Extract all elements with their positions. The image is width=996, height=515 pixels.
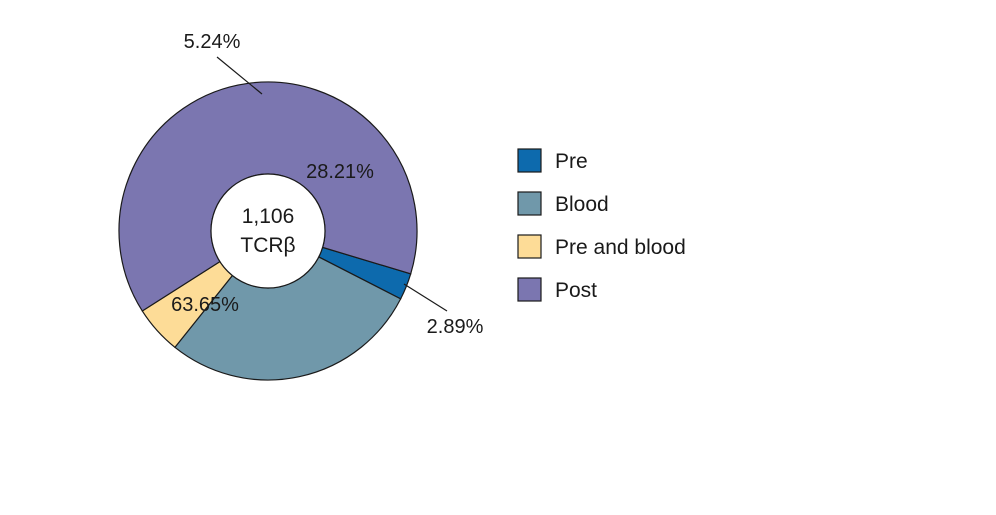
leader-lines-group — [216, 56, 448, 312]
donut-hole — [210, 173, 326, 289]
legend-swatch-post — [517, 277, 542, 302]
slice-label-pre: 2.89% — [427, 316, 484, 338]
center-label-unit: TCRβ — [240, 234, 295, 257]
legend-label-pre-and-blood: Pre and blood — [555, 236, 686, 259]
leader-line-pre — [403, 283, 448, 312]
center-label-count: 1,106 — [242, 205, 295, 228]
legend-label-pre: Pre — [555, 150, 588, 173]
leader-line-pre-and-blood — [216, 56, 263, 95]
legend-swatch-pre — [517, 148, 542, 173]
slices-group — [118, 81, 418, 381]
slice-label-post: 63.65% — [171, 294, 239, 316]
slice-labels-group: 2.89% 28.21% 5.24% 63.65% — [171, 31, 483, 338]
legend-label-blood: Blood — [555, 193, 609, 216]
legend-swatch-pre-and-blood — [517, 234, 542, 259]
slice-label-blood: 28.21% — [306, 161, 374, 183]
legend-swatch-blood — [517, 191, 542, 216]
legend-label-post: Post — [555, 279, 597, 302]
legend: Pre Blood Pre and blood Post — [517, 148, 686, 302]
slice-label-pre-and-blood: 5.24% — [184, 31, 241, 53]
